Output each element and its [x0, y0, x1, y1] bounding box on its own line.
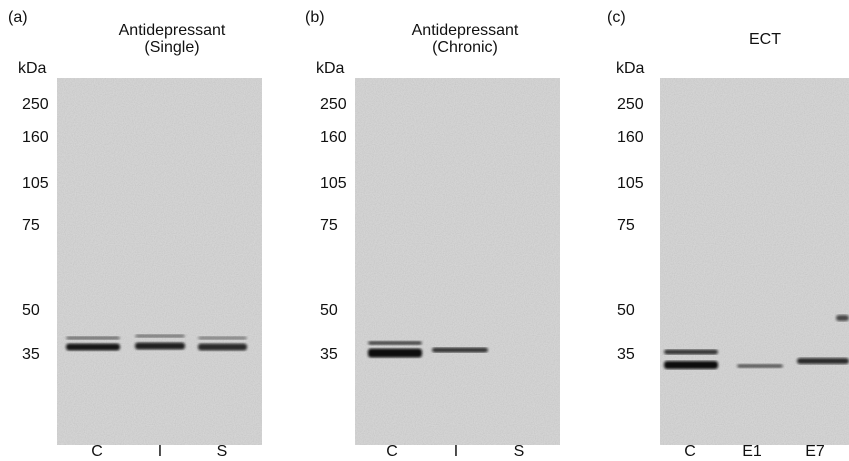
marker-label: 105 — [320, 175, 347, 192]
band — [368, 341, 422, 345]
lane-label: S — [514, 443, 525, 460]
panel-title: (Single) — [144, 39, 199, 56]
band — [368, 348, 422, 358]
panel-letter: (c) — [607, 9, 626, 26]
band — [66, 336, 120, 340]
marker-label: 35 — [320, 346, 338, 363]
lane-label: I — [454, 443, 458, 460]
marker-label: 160 — [320, 129, 347, 146]
blot-grain — [57, 78, 262, 445]
band — [198, 336, 247, 340]
lane-label: C — [91, 443, 103, 460]
band — [664, 349, 718, 355]
panel-title: Antidepressant — [119, 22, 226, 39]
band — [198, 343, 247, 351]
band — [797, 358, 849, 364]
marker-label: 75 — [320, 217, 338, 234]
panel-letter: (a) — [8, 9, 28, 26]
marker-label: 35 — [22, 346, 40, 363]
marker-label: 75 — [617, 217, 635, 234]
marker-label: 50 — [320, 302, 338, 319]
marker-label: 160 — [22, 129, 49, 146]
lane-label: E7 — [805, 443, 825, 460]
marker-label: 250 — [320, 96, 347, 113]
panel-title: Antidepressant — [412, 22, 519, 39]
panel-letter: (b) — [305, 9, 325, 26]
marker-label: 35 — [617, 346, 635, 363]
panel-title: ECT — [749, 31, 781, 48]
band — [836, 315, 849, 321]
band — [664, 361, 718, 369]
marker-label: 250 — [22, 96, 49, 113]
lane-label: E1 — [742, 443, 762, 460]
marker-label: 50 — [617, 302, 635, 319]
panel: (c) ECT kDa 250 160 105 75 50 35 C E1 E7 — [607, 9, 849, 460]
marker-label: 75 — [22, 217, 40, 234]
lane-label: S — [217, 443, 228, 460]
lane-label: C — [684, 443, 696, 460]
marker-label: 105 — [22, 175, 49, 192]
marker-label: 50 — [22, 302, 40, 319]
band — [432, 347, 488, 353]
panel: (a) Antidepressant(Single) kDa 250 160 105 75 5… — [8, 9, 262, 460]
band — [66, 343, 120, 351]
blot-grain — [355, 78, 560, 445]
unit-label: kDa — [316, 60, 345, 77]
lane-label: C — [386, 443, 398, 460]
unit-label: kDa — [616, 60, 645, 77]
blot-grain — [660, 78, 849, 445]
band — [135, 334, 185, 338]
unit-label: kDa — [18, 60, 47, 77]
marker-label: 160 — [617, 129, 644, 146]
marker-label: 105 — [617, 175, 644, 192]
band — [135, 342, 185, 350]
band — [737, 364, 783, 368]
panel: (b) Antidepressant(Chronic) kDa 250 160 105 75… — [305, 9, 560, 460]
panel-title: (Chronic) — [432, 39, 498, 56]
marker-label: 250 — [617, 96, 644, 113]
lane-label: I — [158, 443, 162, 460]
